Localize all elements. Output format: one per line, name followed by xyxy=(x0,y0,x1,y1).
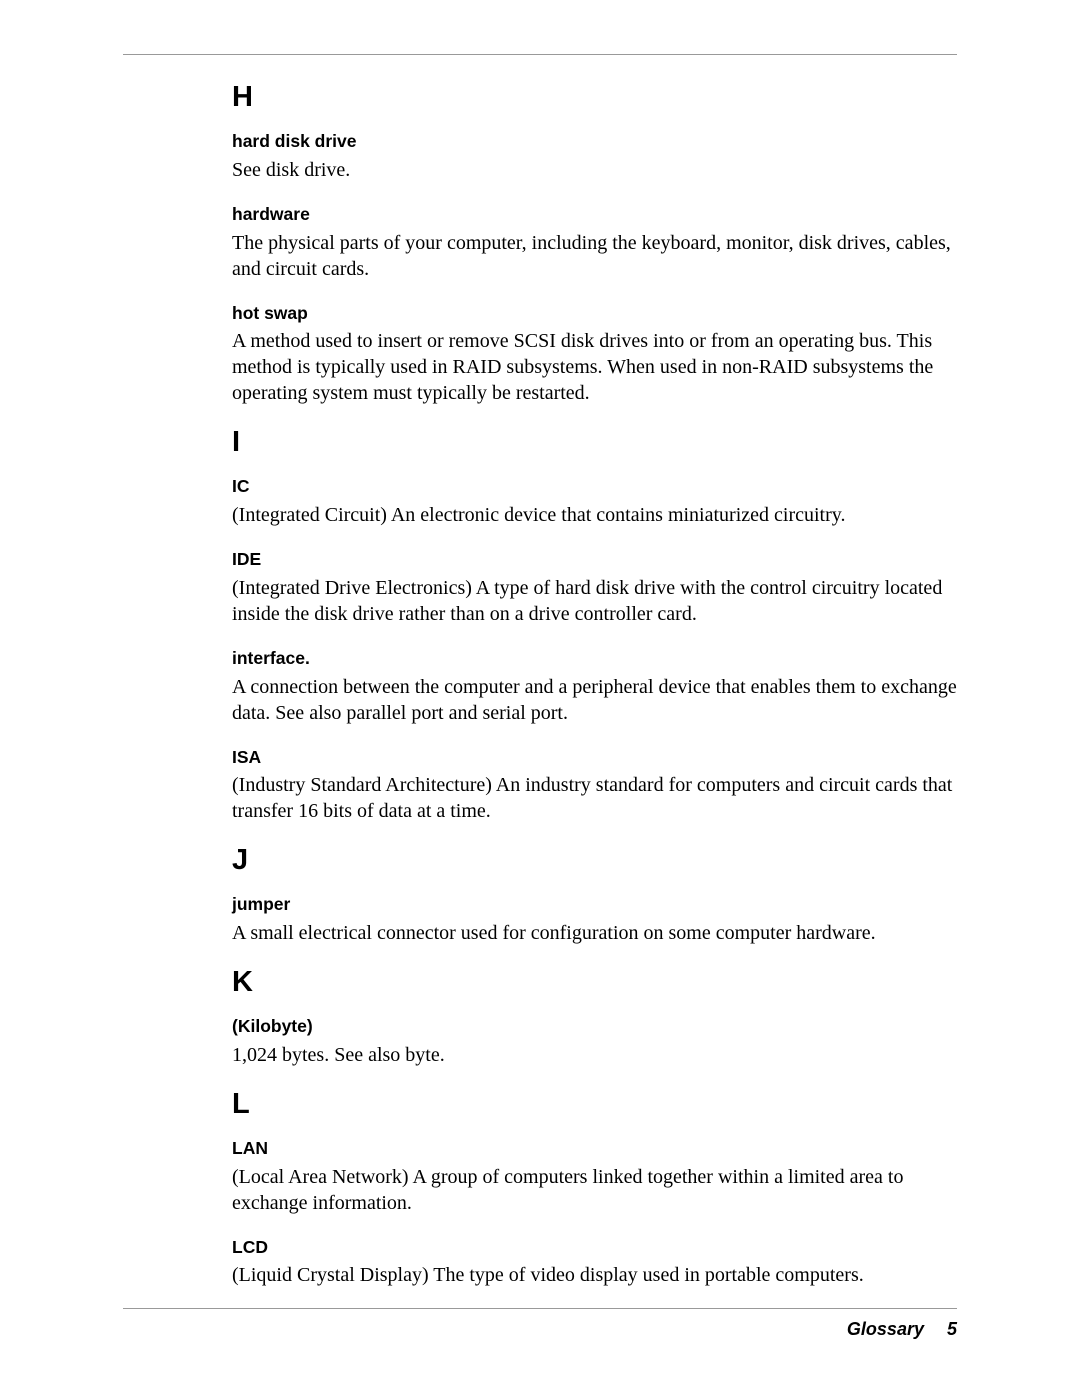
term: ISA xyxy=(232,746,957,769)
glossary-entry: hot swap A method used to insert or remo… xyxy=(232,302,957,407)
term: LCD xyxy=(232,1236,957,1259)
definition: A method used to insert or remove SCSI d… xyxy=(232,328,957,406)
glossary-entry: ISA (Industry Standard Architecture) An … xyxy=(232,746,957,825)
term: (Kilobyte) xyxy=(232,1015,957,1038)
definition: See disk drive. xyxy=(232,157,957,183)
definition: (Industry Standard Architecture) An indu… xyxy=(232,772,957,824)
glossary-entry: jumper A small electrical connector used… xyxy=(232,893,957,946)
glossary-entry: LCD (Liquid Crystal Display) The type of… xyxy=(232,1236,957,1289)
definition: A connection between the computer and a … xyxy=(232,674,957,726)
definition: A small electrical connector used for co… xyxy=(232,920,957,946)
glossary-entry: IC (Integrated Circuit) An electronic de… xyxy=(232,475,957,528)
term: IC xyxy=(232,475,957,498)
footer-page-number: 5 xyxy=(947,1319,957,1339)
glossary-entry: (Kilobyte) 1,024 bytes. See also byte. xyxy=(232,1015,957,1068)
term: hot swap xyxy=(232,302,957,325)
term: LAN xyxy=(232,1137,957,1160)
section-letter-l: L xyxy=(232,1090,957,1119)
bottom-rule xyxy=(123,1308,957,1309)
page: H hard disk drive See disk drive. hardwa… xyxy=(0,0,1080,1390)
definition: (Integrated Circuit) An electronic devic… xyxy=(232,502,957,528)
definition: (Liquid Crystal Display) The type of vid… xyxy=(232,1262,957,1288)
term: hardware xyxy=(232,203,957,226)
section-letter-j: J xyxy=(232,846,957,875)
term: interface. xyxy=(232,647,957,670)
section-letter-i: I xyxy=(232,428,957,457)
term: hard disk drive xyxy=(232,130,957,153)
glossary-entry: hardware The physical parts of your comp… xyxy=(232,203,957,282)
section-letter-k: K xyxy=(232,968,957,997)
definition: (Integrated Drive Electronics) A type of… xyxy=(232,575,957,627)
glossary-entry: interface. A connection between the comp… xyxy=(232,647,957,726)
glossary-content: H hard disk drive See disk drive. hardwa… xyxy=(123,83,957,1288)
glossary-entry: hard disk drive See disk drive. xyxy=(232,130,957,183)
term: IDE xyxy=(232,548,957,571)
section-letter-h: H xyxy=(232,83,957,112)
footer-section-name: Glossary xyxy=(847,1319,924,1339)
definition: The physical parts of your computer, inc… xyxy=(232,230,957,282)
glossary-entry: IDE (Integrated Drive Electronics) A typ… xyxy=(232,548,957,627)
page-footer: Glossary 5 xyxy=(123,1319,957,1340)
term: jumper xyxy=(232,893,957,916)
footer-separator xyxy=(928,1319,943,1339)
glossary-entry: LAN (Local Area Network) A group of comp… xyxy=(232,1137,957,1216)
definition: 1,024 bytes. See also byte. xyxy=(232,1042,957,1068)
top-rule xyxy=(123,54,957,55)
definition: (Local Area Network) A group of computer… xyxy=(232,1164,957,1216)
